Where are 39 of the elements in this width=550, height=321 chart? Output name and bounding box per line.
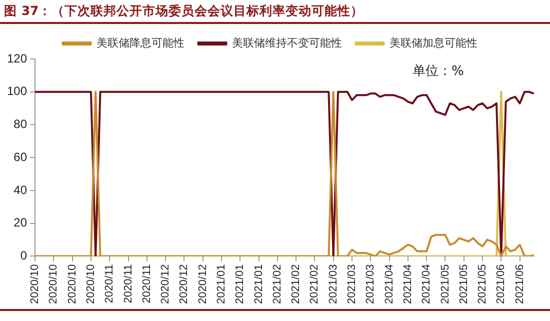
chart-title: 图 37：（下次联邦公开市场委员会会议目标利率变动可能性） <box>0 0 550 24</box>
y-tick-label: 120 <box>6 51 28 66</box>
annotation: 单位：% <box>412 64 464 79</box>
x-tick-label: 2021/05 <box>439 264 452 304</box>
x-tick-label: 2021/06 <box>495 264 508 304</box>
x-tick-label: 2020/12 <box>160 264 172 304</box>
x-tick-label: 2020/10 <box>48 264 60 304</box>
x-tick-label: 2021/03 <box>327 264 340 304</box>
y-tick-label: 0 <box>20 248 28 263</box>
x-tick-label: 2020/12 <box>178 264 190 304</box>
x-tick-label: 2021/03 <box>364 264 377 304</box>
x-tick-label: 2021/02 <box>308 264 321 304</box>
x-tick-label: 2020/10 <box>29 264 42 304</box>
x-tick-label: 2021/04 <box>383 264 396 304</box>
y-tick-label: 20 <box>14 216 28 230</box>
x-tick-label: 2021/03 <box>346 264 358 304</box>
x-tick-label: 2021/06 <box>514 264 526 304</box>
x-tick-label: 2021/05 <box>476 264 489 304</box>
x-tick-label: 2020/11 <box>122 264 134 304</box>
y-tick-label: 40 <box>14 182 28 197</box>
x-tick-label: 2021/01 <box>252 264 265 304</box>
legend-label: 美联储维持不变可能性 <box>232 36 342 50</box>
legend-label: 美联储降息可能性 <box>96 36 184 50</box>
x-tick-label: 2020/10 <box>66 264 78 304</box>
x-tick-label: 2021/01 <box>234 264 246 304</box>
legend-label: 美联储加息可能性 <box>389 36 478 50</box>
x-tick-label: 2021/02 <box>271 264 284 304</box>
x-tick-label: 2020/11 <box>104 264 116 304</box>
y-tick-label: 60 <box>14 150 28 164</box>
x-tick-label: 2021/01 <box>216 264 228 304</box>
x-tick-label: 2020/10 <box>84 264 97 304</box>
x-tick-label: 2021/02 <box>290 264 302 304</box>
x-tick-label: 2021/04 <box>402 264 414 304</box>
y-tick-label: 80 <box>14 117 28 132</box>
x-tick-label: 2021/04 <box>420 264 433 304</box>
y-tick-label: 100 <box>6 84 28 98</box>
x-tick-label: 2021/05 <box>458 264 470 304</box>
x-tick-label: 2020/11 <box>140 264 153 304</box>
x-tick-label: 2020/12 <box>196 264 209 304</box>
